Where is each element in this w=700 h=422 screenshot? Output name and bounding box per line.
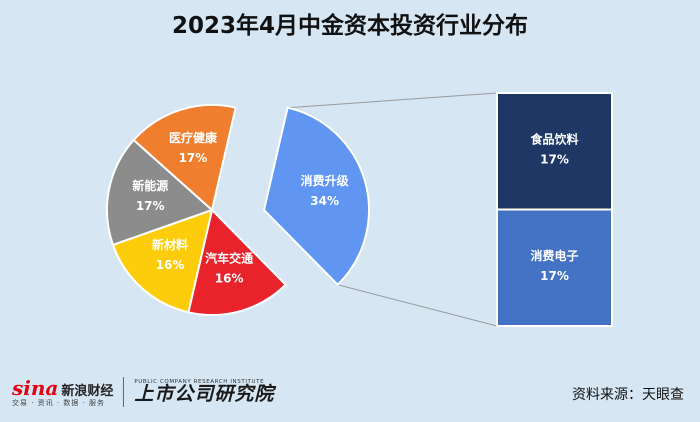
pie-slice-4: [132, 104, 237, 212]
chart-title: 2023年4月中金资本投资行业分布: [171, 13, 529, 39]
slice-2-percent: 16%: [156, 258, 185, 272]
slice-4-percent: 17%: [179, 151, 208, 165]
breakdown-0-percent: 17%: [540, 152, 569, 166]
pie-slice-3: [106, 138, 214, 247]
institute-english: PUBLIC COMPANY RESEARCH INSTITUTE: [134, 378, 265, 385]
slice-2-label: 新材料: [152, 237, 188, 252]
slice-1-percent: 16%: [215, 272, 244, 286]
logo-divider: [123, 377, 125, 407]
slice-0-label: 消费升级: [301, 173, 349, 188]
breakdown-1-percent: 17%: [540, 269, 569, 283]
pie-slice-1: [187, 208, 288, 316]
breakdown-bar: [496, 92, 613, 327]
institute-logo: PUBLIC COMPANY RESEARCH INSTITUTE 上市公司研究…: [134, 378, 275, 406]
slice-3-percent: 17%: [136, 199, 165, 213]
sina-mark: sina: [12, 375, 59, 400]
connector-top: [287, 92, 498, 109]
slice-4-label: 医疗健康: [169, 130, 218, 145]
slice-1-label: 汽车交通: [205, 251, 253, 266]
pie-slices: [106, 104, 370, 316]
breakdown-1-label: 消费电子: [530, 248, 578, 263]
pie-slice-2: [111, 208, 214, 314]
breakdown-segment-0: [496, 92, 613, 211]
slice-labels: 消费升级 34% 汽车交通 16% 新材料 16% 新能源 17% 医疗健康 17% 食品饮料 17%…: [132, 130, 578, 286]
footer-logos: sina 新浪财经 交易 · 资讯 · 数据 · 服务 PUBLIC COMPA…: [12, 372, 274, 412]
breakdown-connectors: [287, 92, 498, 327]
pie-slice-0: [262, 106, 370, 287]
slice-0-percent: 34%: [310, 194, 339, 208]
sina-logo: sina 新浪财经 交易 · 资讯 · 数据 · 服务: [12, 378, 113, 407]
breakdown-segment-1: [496, 208, 613, 327]
slice-3-label: 新能源: [132, 178, 168, 193]
connector-bottom: [337, 284, 498, 327]
source-note: 资料来源：天眼查: [572, 387, 684, 403]
breakdown-0-label: 食品饮料: [529, 131, 578, 146]
sina-subtitle: 交易 · 资讯 · 数据 · 服务: [12, 398, 106, 407]
sina-name: 新浪财经: [61, 383, 114, 399]
institute-chinese: 上市公司研究院: [134, 383, 275, 406]
